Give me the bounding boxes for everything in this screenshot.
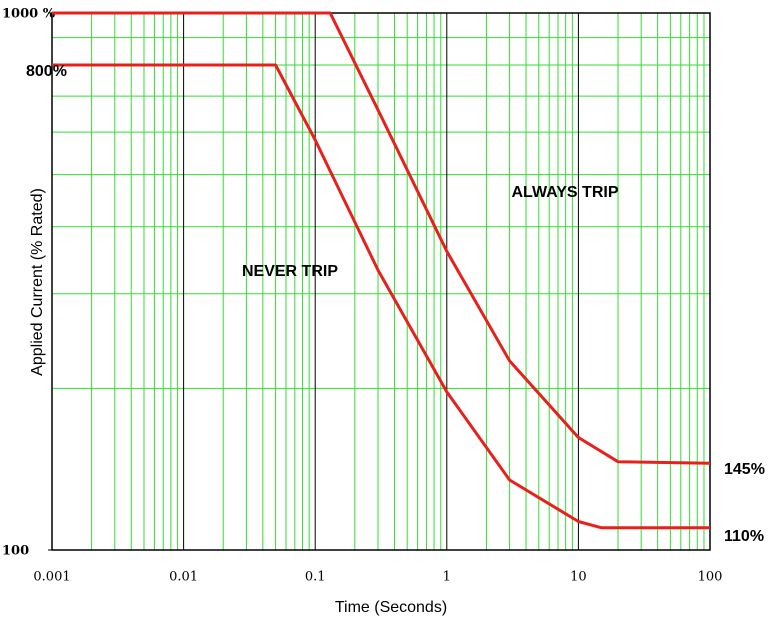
curve [52, 11, 711, 465]
annotation: NEVER TRIP [242, 263, 338, 280]
annotation: ALWAYS TRIP [512, 184, 619, 201]
annotation: 110% [724, 528, 764, 545]
x-tick-label: 0.01 [169, 570, 198, 585]
curve [52, 63, 710, 530]
annotation: 145% [724, 461, 765, 478]
y-tick-label: 100 [2, 544, 29, 559]
x-tick-label: 0.1 [305, 570, 326, 585]
x-tick-label: 10 [570, 570, 587, 585]
x-tick-label: 100 [698, 570, 723, 585]
x-axis-label: Time (Seconds) [335, 599, 447, 616]
x-tick-label: 1 [443, 570, 451, 585]
y-tick-label: 1000 % [2, 7, 56, 22]
plot-frame [51, 12, 711, 551]
y-axis-label: Applied Current (% Rated) [29, 188, 46, 376]
annotation: 800% [26, 63, 67, 80]
x-tick-label: 0.001 [33, 570, 70, 585]
